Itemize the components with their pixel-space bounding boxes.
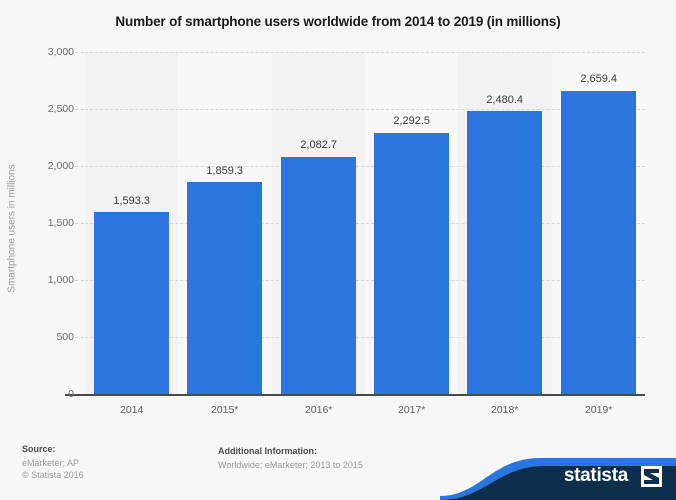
y-tick-label: 2,000 [47, 160, 74, 172]
source-line: eMarketer; AP [22, 458, 80, 468]
bar-2015[interactable] [187, 182, 262, 394]
y-tick-mark [75, 280, 84, 281]
x-tick-label-2018: 2018* [490, 404, 519, 416]
gridline [85, 109, 645, 110]
additional-information-line: Worldwide; eMarketer; 2013 to 2015 [218, 460, 363, 470]
x-tick-label-2019: 2019* [584, 404, 613, 416]
statista-z-mark-icon [641, 466, 662, 487]
statista-logo[interactable]: statista [440, 452, 676, 500]
bar-value-label: 2,292.5 [393, 115, 431, 127]
x-tick-label-2016: 2016* [304, 404, 333, 416]
logo-swoosh-icon [440, 458, 676, 500]
bar-value-label: 2,659.4 [580, 73, 618, 85]
y-tick-mark [75, 337, 84, 338]
bar-2017[interactable] [374, 132, 449, 394]
y-tick-label: 3,000 [47, 46, 74, 58]
y-tick-label: 2,500 [47, 103, 74, 115]
bar-2014[interactable] [94, 212, 169, 394]
additional-information-heading: Additional Information: [218, 446, 317, 456]
gridline [85, 223, 645, 224]
source-block: Source: eMarketer; AP © Statista 2016 [22, 444, 212, 481]
logo-wordmark: statista [563, 465, 628, 486]
x-tick-label-2017: 2017* [397, 404, 426, 416]
source-heading: Source: [22, 444, 56, 454]
y-tick-label: 500 [56, 331, 74, 343]
y-tick-mark [75, 223, 84, 224]
y-tick-mark [75, 166, 84, 167]
bar-value-label: 1,859.3 [206, 165, 244, 177]
y-axis-title: Smartphone users in millions [6, 164, 18, 293]
y-tick-label: 1,500 [47, 217, 74, 229]
page-title: Number of smartphone users worldwide fro… [115, 14, 561, 29]
bar-value-label: 2,480.4 [486, 94, 524, 106]
axis-baseline [65, 394, 645, 396]
bar-value-label: 1,593.3 [113, 195, 151, 207]
bar-2016[interactable] [281, 156, 356, 394]
bar-2018[interactable] [467, 111, 542, 394]
y-tick-label: 1,000 [47, 274, 74, 286]
gridline [85, 337, 645, 338]
y-tick-label: 0 [68, 388, 74, 400]
y-tick-mark [75, 109, 84, 110]
bar-2019[interactable] [561, 90, 636, 394]
source-copyright: © Statista 2016 [22, 470, 84, 480]
plot-area [65, 52, 645, 396]
bar-value-label: 2,082.7 [300, 139, 338, 151]
x-tick-label-2015: 2015* [210, 404, 239, 416]
x-tick-label-2014: 2014 [119, 404, 144, 416]
additional-information-block: Additional Information: Worldwide; eMark… [218, 446, 468, 471]
gridline [85, 280, 645, 281]
y-tick-mark [75, 52, 84, 53]
gridline [85, 166, 645, 167]
gridline [85, 52, 645, 53]
